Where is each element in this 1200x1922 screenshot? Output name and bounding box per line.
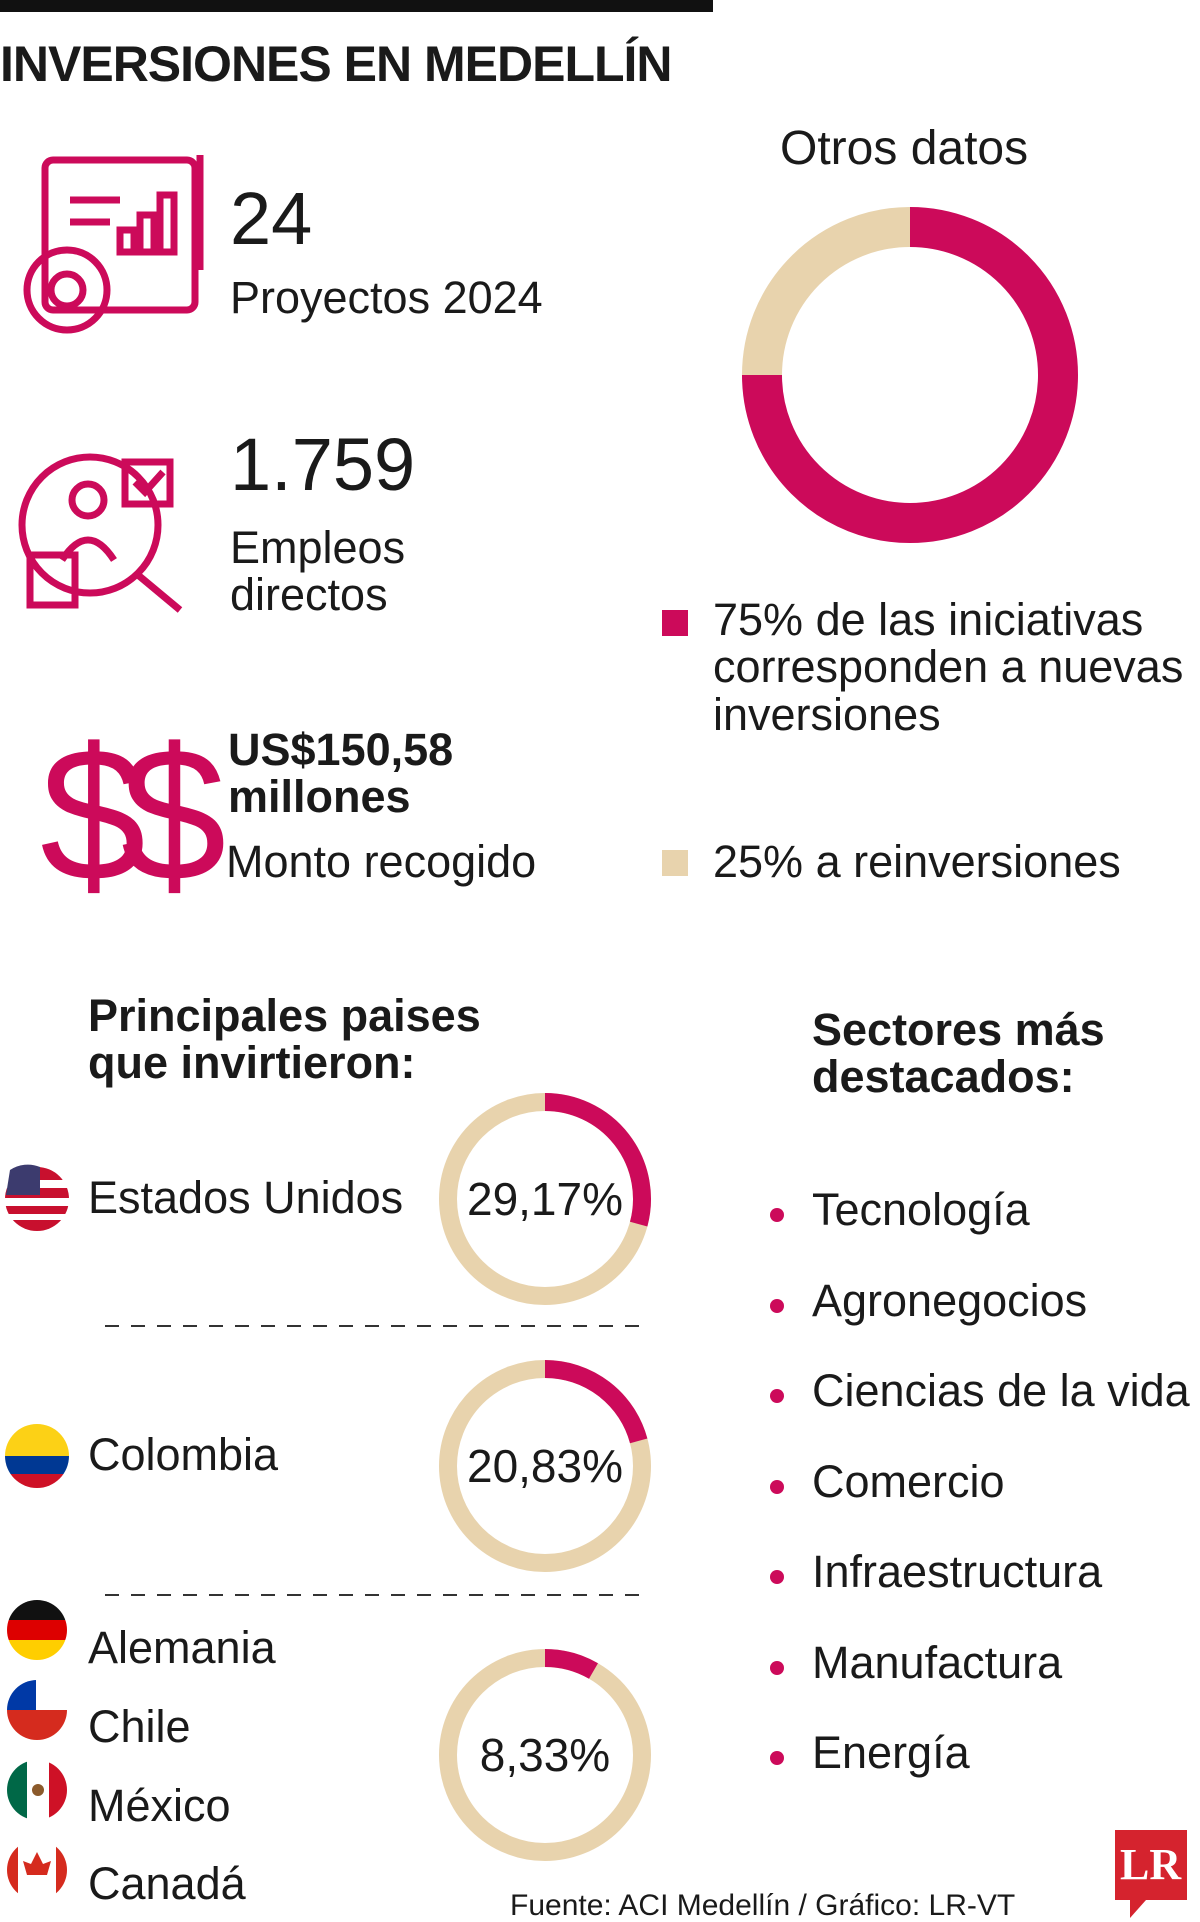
section-title: Otros datos (780, 122, 1029, 175)
donut-segment (742, 207, 911, 376)
country: Canadá (88, 1858, 246, 1909)
legend-text: de las iniciativas corresponden a nuevas… (713, 594, 1184, 740)
bullet (770, 1660, 784, 1675)
stat-value: 24 (230, 177, 313, 260)
bullet (770, 1570, 784, 1584)
donut-segment (544, 1649, 598, 1679)
sector: Tecnología (812, 1184, 1030, 1235)
legend-value: 25% (713, 836, 804, 887)
sector: Agronegocios (812, 1274, 1088, 1326)
flag-germany (7, 1600, 67, 1660)
sector: Comercio (812, 1455, 1005, 1507)
legend-value: 75% (713, 594, 804, 645)
flag-colombia (5, 1424, 69, 1488)
sector: Ciencias de la vida (812, 1365, 1190, 1416)
logo-box (1115, 1830, 1187, 1900)
bullet (770, 1751, 784, 1765)
legend-square (662, 850, 688, 876)
jobs-icon (18, 453, 183, 613)
section-title: Sectores más destacados: (812, 1004, 1105, 1103)
sector: Manufactura (812, 1636, 1063, 1688)
stat-value: 1.759 (230, 423, 416, 506)
top-bar (0, 0, 713, 12)
bullet (770, 1208, 784, 1222)
country: México (88, 1780, 231, 1831)
dollar-icon: $$ (40, 709, 224, 921)
section-title: Principales paises que invirtieron: (88, 990, 481, 1089)
country: Alemania (88, 1622, 276, 1673)
donut-segment (742, 207, 1078, 543)
stat-label: Proyectos 2024 (230, 272, 543, 323)
stat-value: US$150,58 millones (228, 724, 454, 823)
donut-label: 8,33% (480, 1729, 610, 1781)
bullet (770, 1479, 784, 1494)
sector: Infraestructura (812, 1546, 1103, 1597)
donut-label: 20,83% (467, 1440, 623, 1492)
stat-label: Empleos directos (230, 522, 406, 621)
source: Fuente: ACI Medellín / Gráfico: LR-VT (510, 1889, 1016, 1922)
flag-canada (7, 1840, 67, 1900)
logo: LR (1120, 1840, 1182, 1889)
legend-square (662, 610, 688, 636)
country: Chile (88, 1701, 191, 1752)
legend-entry: 75% de las iniciativas corresponden a nu… (713, 596, 1193, 738)
donut-segment (544, 1360, 648, 1444)
flag-usa (5, 1164, 69, 1231)
title: INVERSIONES EN MEDELLÍN (0, 36, 673, 92)
legend-text: a reinversiones (815, 836, 1121, 887)
logo-tail (1130, 1900, 1146, 1918)
stat-label: Monto recogido (226, 836, 537, 887)
flag-chile (7, 1680, 67, 1740)
flag-mexico (7, 1760, 67, 1820)
donut-segment (544, 1093, 651, 1227)
legend-entry: 25% a reinversiones (713, 838, 1193, 885)
country: Estados Unidos (88, 1172, 404, 1223)
projects-icon (23, 155, 204, 334)
bullet (770, 1298, 784, 1313)
bullet (770, 1389, 784, 1403)
donut-label: 29,17% (467, 1173, 623, 1225)
sector: Energía (812, 1727, 970, 1778)
country: Colombia (88, 1429, 279, 1480)
